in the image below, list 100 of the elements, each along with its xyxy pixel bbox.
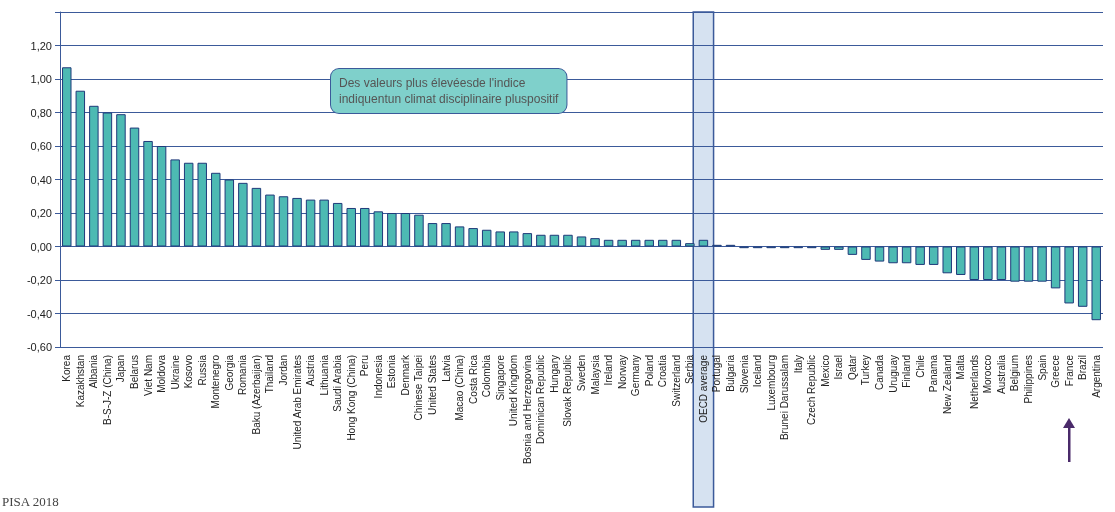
- bar: [183, 162, 194, 247]
- x-tick-label: Netherlands: [968, 355, 980, 409]
- bar: [89, 105, 99, 247]
- x-tick-label: Luxembourg: [765, 355, 777, 411]
- y-tick-label: 1,00: [30, 73, 52, 85]
- bar: [671, 239, 682, 247]
- x-tick-label: Canada: [874, 354, 885, 391]
- bar: [305, 199, 316, 247]
- x-tick-label: Hungary: [548, 355, 560, 393]
- x-tick-label: Kazakhstan: [74, 355, 86, 408]
- bar: [522, 233, 533, 247]
- x-tick-label: Norway: [616, 355, 628, 389]
- x-tick-label: Lithuania: [318, 354, 330, 396]
- bar: [454, 226, 465, 247]
- bar: [278, 196, 289, 247]
- bar: [834, 246, 844, 250]
- x-tick-label: Thailand: [264, 355, 276, 394]
- bar: [427, 223, 438, 247]
- bar: [603, 239, 614, 247]
- bar: [414, 214, 424, 247]
- x-tick-label: Dominican Republic: [535, 355, 547, 444]
- x-tick-label: Romania: [237, 354, 249, 396]
- x-tick-label: Brazil: [1077, 355, 1089, 381]
- bar: [901, 246, 912, 264]
- y-tick-label: 0,60: [30, 140, 52, 152]
- x-tick-label: New Zealand: [941, 355, 953, 414]
- bar: [238, 182, 248, 247]
- bar: [197, 162, 207, 247]
- x-tick-label: Greece: [1050, 354, 1062, 388]
- x-tick-label: Albania: [88, 354, 100, 389]
- x-tick-label: Bosnia and Herzegovina: [521, 354, 533, 464]
- x-tick-label: Japan: [115, 355, 127, 383]
- x-tick-label: Macao (China): [454, 355, 466, 421]
- x-tick-label: Turkey: [860, 355, 872, 386]
- x-tick-label: Germany: [630, 355, 642, 397]
- bar: [129, 127, 140, 247]
- bar: [956, 246, 966, 275]
- x-tick-label: Slovenia: [738, 354, 750, 394]
- x-tick-label: United Kingdom: [508, 355, 520, 427]
- bar: [576, 236, 587, 247]
- bar: [563, 234, 573, 247]
- x-tick-label: Uruguay: [887, 355, 899, 393]
- bar: [861, 246, 871, 260]
- bar: [969, 246, 980, 280]
- bar: [536, 234, 546, 247]
- x-tick-label: Saudi Arabia: [332, 354, 344, 412]
- x-tick-label: Switzerland: [670, 355, 682, 407]
- x-tick-label: Poland: [643, 355, 655, 387]
- x-tick-label: Morocco: [982, 354, 994, 394]
- x-tick-label: Costa Rica: [467, 354, 479, 404]
- bar: [888, 246, 898, 264]
- bar: [319, 199, 329, 247]
- x-tick-label: Estonia: [386, 354, 398, 389]
- x-tick-label: Denmark: [399, 354, 411, 396]
- bar: [874, 246, 885, 262]
- x-tick-label: United Arab Emirates: [291, 355, 303, 450]
- bar: [1023, 246, 1034, 282]
- bar: [983, 246, 993, 280]
- x-tick-label: Baku (Azerbaijan): [250, 355, 262, 435]
- x-tick-label: Bulgaria: [725, 354, 736, 392]
- y-tick-label: 0,40: [30, 173, 52, 186]
- bar: [387, 213, 397, 247]
- x-tick-label: Moldova: [156, 354, 168, 393]
- x-tick-label: Spain: [1036, 355, 1048, 381]
- bar: [481, 229, 492, 247]
- x-tick-label: Indonesia: [372, 354, 384, 399]
- y-tick-label: -0,40: [26, 307, 52, 320]
- x-tick-label: Colombia: [481, 354, 493, 398]
- y-tick-label: 1,20: [30, 39, 52, 52]
- x-tick-label: Ukraine: [169, 354, 181, 390]
- bar: [698, 239, 709, 247]
- bar: [251, 187, 262, 247]
- text: PISA 2018: [2, 494, 59, 509]
- bar: [102, 112, 113, 247]
- x-tick-label: Viet Nam: [142, 355, 154, 396]
- x-tick-label: Belarus: [129, 355, 140, 389]
- bar: [292, 197, 302, 247]
- bar: [928, 246, 939, 265]
- bar: [915, 246, 925, 265]
- x-tick-label: Kosovo: [183, 354, 195, 389]
- y-tick-label: 0,20: [30, 207, 52, 219]
- bar: [116, 114, 126, 247]
- bar: [509, 231, 519, 247]
- bar: [1091, 246, 1101, 321]
- x-tick-label: Israel: [833, 355, 845, 380]
- bar: [630, 239, 641, 247]
- x-tick-label: Montenegro: [210, 354, 222, 409]
- x-tick-label: Portugal: [711, 355, 723, 393]
- bar: [156, 146, 167, 247]
- bar: [224, 179, 235, 247]
- bar: [400, 213, 411, 247]
- bar: [468, 228, 478, 247]
- x-tick-label: Chile: [914, 354, 926, 378]
- bar: [1010, 246, 1020, 282]
- bar: [1077, 246, 1088, 307]
- x-tick-label: Australia: [995, 354, 1007, 394]
- bar: [332, 202, 343, 247]
- bar: [373, 211, 384, 247]
- x-tick-label: Sweden: [576, 355, 587, 392]
- x-tick-label: Mexico: [819, 354, 831, 387]
